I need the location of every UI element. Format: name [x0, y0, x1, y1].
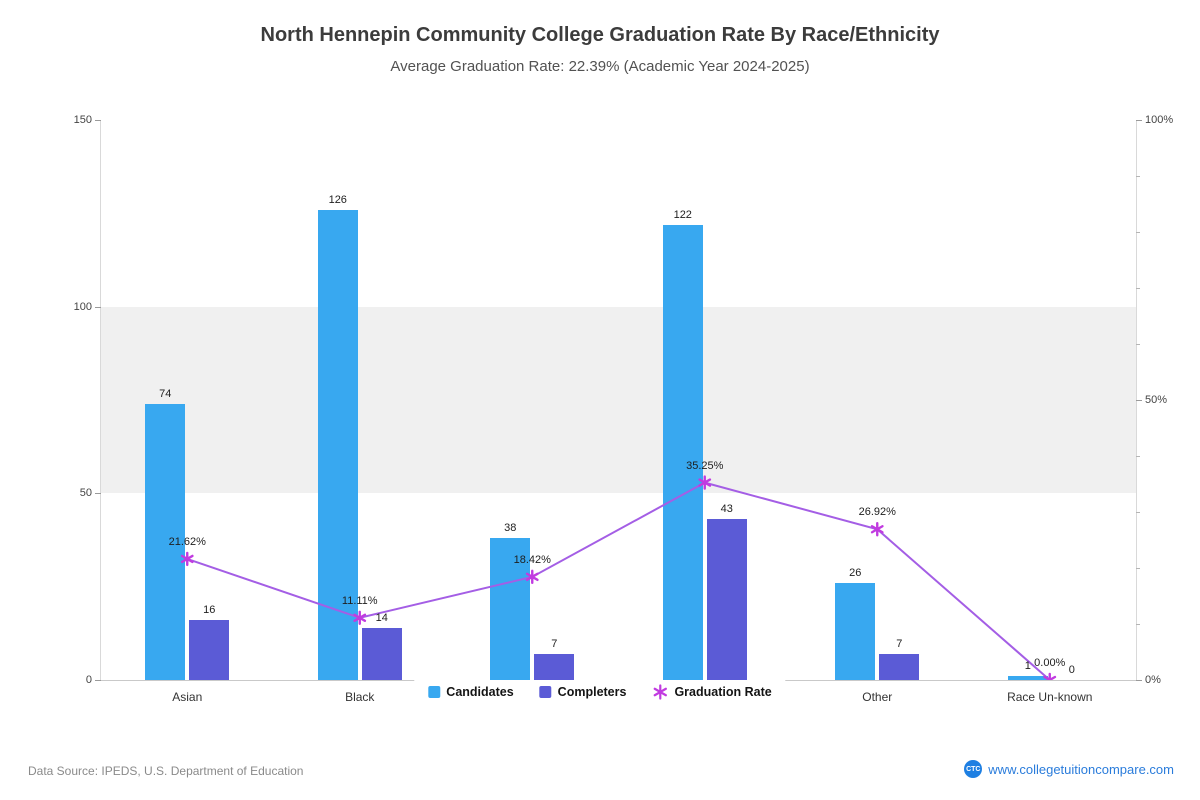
chart-title: North Hennepin Community College Graduat… — [260, 24, 940, 46]
y-axis-minor-tickmark-right — [1136, 624, 1140, 625]
legend-label-graduation-rate: Graduation Rate — [674, 685, 772, 699]
rate-value-label: 35.25% — [686, 459, 724, 472]
rate-line-path — [186, 481, 1051, 680]
bar-value-label: 126 — [328, 193, 347, 206]
rate-value-label: 0.00% — [1034, 657, 1066, 669]
rate-value-label: 18.42% — [513, 553, 551, 566]
y-axis-tick-right: 0% — [1145, 674, 1161, 686]
rate-value-label: 26.92% — [858, 506, 896, 519]
y-axis-minor-tickmark-right — [1136, 568, 1140, 569]
x-axis-label-asian: Asian — [172, 690, 203, 704]
data-source-note: Data Source: IPEDS, U.S. Department of E… — [28, 764, 304, 778]
y-axis-tickmark-left — [95, 680, 101, 681]
x-axis-label-other: Other — [862, 690, 893, 704]
y-axis-tick-left: 0 — [85, 674, 92, 686]
y-axis-tickmark-right — [1136, 400, 1142, 401]
y-axis-minor-tickmark-right — [1136, 456, 1140, 457]
bar-value-label: 7 — [551, 637, 558, 650]
y-axis-tick-left: 100 — [73, 300, 92, 313]
y-axis-minor-tickmark-right — [1136, 176, 1140, 177]
bar-value-label: 74 — [159, 387, 172, 400]
y-axis-minor-tickmark-right — [1136, 232, 1140, 233]
bar-value-label: 26 — [849, 566, 862, 579]
bar-value-label: 1 — [1024, 660, 1031, 673]
rate-value-label: 21.62% — [168, 535, 206, 548]
bar-candidates-4 — [835, 582, 876, 680]
y-axis-tickmark-left — [95, 493, 101, 495]
legend-item-graduation-rate[interactable]: Graduation Rate — [652, 684, 772, 700]
bar-candidates-5 — [1007, 676, 1048, 680]
website-link[interactable]: CTC www.collegetuitioncompare.com — [964, 760, 1174, 778]
y-axis-tickmark-left — [95, 120, 101, 121]
x-axis-label-race-un-known: Race Un-known — [1007, 690, 1093, 704]
ctc-logo-icon: CTC — [964, 760, 983, 778]
bar-value-label: 7 — [896, 637, 903, 650]
bar-candidates-1 — [317, 209, 358, 680]
bar-value-label: 16 — [203, 604, 216, 617]
bar-candidates-0 — [145, 403, 186, 680]
bar-completers-0 — [189, 620, 230, 680]
graduation-rate-marker-icon — [653, 684, 668, 700]
chart-legend: Candidates Completers Graduation Rate — [414, 680, 786, 704]
legend-label-completers: Completers — [557, 685, 627, 699]
y-axis-tick-left: 50 — [79, 487, 92, 500]
y-axis-tick-right: 50% — [1145, 394, 1168, 406]
y-axis-tick-right: 100% — [1145, 114, 1174, 126]
bar-value-label: 38 — [504, 522, 517, 535]
bar-completers-1 — [361, 627, 402, 680]
y-axis-tickmark-left — [95, 306, 101, 308]
candidates-swatch-icon — [428, 686, 441, 698]
bar-value-label: 122 — [673, 208, 692, 221]
bar-completers-4 — [879, 653, 920, 680]
bar-completers-3 — [706, 519, 747, 680]
legend-item-completers[interactable]: Completers — [539, 685, 627, 699]
bar-value-label: 43 — [720, 503, 733, 516]
bar-candidates-3 — [662, 224, 703, 680]
chart-subtitle: Average Graduation Rate: 22.39% (Academi… — [390, 58, 810, 75]
completers-swatch-icon — [539, 686, 552, 698]
bar-value-label: 14 — [375, 611, 388, 624]
y-axis-tickmark-right — [1136, 680, 1142, 681]
bar-value-label: 0 — [1068, 664, 1075, 676]
rate-value-label: 11.11% — [341, 594, 378, 607]
plot-band — [101, 306, 1136, 494]
plot-area: 0 50 100 150 0% 50% 100% 74 126 38 122 26 1 16 14 7 43 7 0… — [74, 114, 1174, 704]
rate-marker-icon — [870, 522, 884, 537]
y-axis-minor-tickmark-right — [1136, 288, 1140, 289]
legend-item-candidates[interactable]: Candidates — [428, 685, 514, 699]
y-axis-tickmark-right — [1136, 120, 1142, 121]
x-axis-label-black: Black — [345, 690, 375, 704]
y-axis-minor-tickmark-right — [1136, 512, 1140, 513]
website-url: www.collegetuitioncompare.com — [988, 761, 1174, 777]
y-axis-tick-left: 150 — [73, 114, 92, 126]
legend-label-candidates: Candidates — [446, 685, 514, 699]
bar-completers-2 — [534, 653, 575, 680]
y-axis-minor-tickmark-right — [1136, 344, 1140, 345]
